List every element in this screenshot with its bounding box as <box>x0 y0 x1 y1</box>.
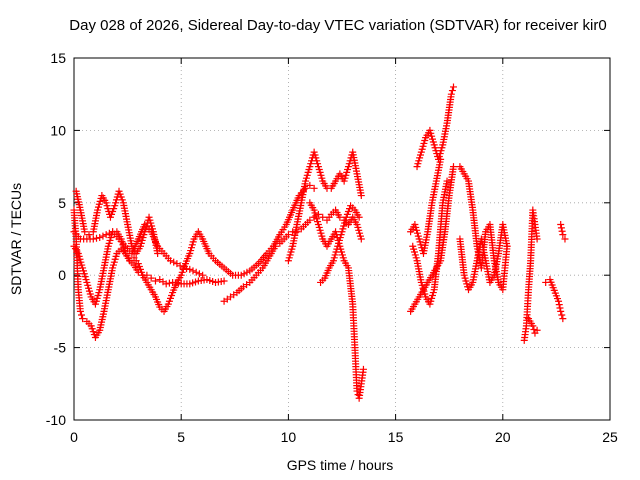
y-tick-label: -10 <box>46 412 66 428</box>
data-point-trace <box>170 258 178 266</box>
data-point <box>355 213 363 221</box>
data-point-trace <box>558 227 566 235</box>
data-point-trace <box>195 270 203 278</box>
data-point <box>126 257 134 265</box>
data-point <box>166 257 174 265</box>
data-point <box>89 235 97 243</box>
data-point <box>186 265 194 273</box>
data-point-trace <box>558 311 566 319</box>
y-tick-label: -5 <box>54 340 67 356</box>
data-point <box>306 181 314 189</box>
y-axis-label: SDTVAR / TECUs <box>8 183 24 295</box>
data-point <box>272 242 280 250</box>
data-points <box>70 83 569 402</box>
data-point <box>192 268 200 276</box>
x-axis-label: GPS time / hours <box>287 457 394 473</box>
chart-title: Day 028 of 2026, Sidereal Day-to-day VTE… <box>69 17 606 34</box>
data-point <box>162 280 170 288</box>
data-point <box>284 231 292 239</box>
data-point <box>147 274 155 282</box>
data-point-trace <box>93 234 101 242</box>
data-point <box>306 216 314 224</box>
data-point-trace <box>555 301 563 309</box>
data-point <box>557 307 565 315</box>
data-point <box>555 297 563 305</box>
y-tick-label: 10 <box>50 122 66 138</box>
data-point <box>559 231 567 239</box>
x-tick-label: 0 <box>70 429 78 445</box>
data-point-trace <box>183 265 191 273</box>
data-point <box>557 221 565 229</box>
x-tick-label: 10 <box>281 429 297 445</box>
data-point <box>533 235 541 243</box>
x-tick-label: 15 <box>388 429 404 445</box>
data-point <box>102 231 110 239</box>
gridlines <box>74 58 610 420</box>
data-point-trace <box>557 224 565 232</box>
data-point <box>529 322 537 330</box>
x-tick-label: 25 <box>602 429 618 445</box>
data-point <box>353 387 361 395</box>
data-point <box>443 177 451 185</box>
data-point <box>220 277 228 285</box>
data-point <box>199 271 207 279</box>
data-point <box>179 264 187 272</box>
data-point <box>154 249 162 257</box>
y-tick-label: 0 <box>58 267 66 283</box>
x-tick-label: 5 <box>177 429 185 445</box>
data-point-trace <box>448 87 456 95</box>
data-point <box>336 213 344 221</box>
data-point-trace <box>78 311 86 319</box>
data-point <box>357 192 365 200</box>
data-point <box>151 277 159 285</box>
data-point <box>449 163 457 171</box>
axes: 0 5 10 15 20 25 -10 -5 0 5 10 15 <box>46 50 618 445</box>
data-point <box>96 234 104 242</box>
data-point <box>359 365 367 373</box>
data-point <box>79 315 87 323</box>
data-point-trace <box>556 304 564 312</box>
data-point-trace <box>99 232 107 240</box>
data-point <box>559 315 567 323</box>
data-point <box>81 228 89 236</box>
data-point <box>357 235 365 243</box>
data-point-trace <box>105 229 113 237</box>
data-point <box>310 184 318 192</box>
x-tick-label: 20 <box>495 429 511 445</box>
data-point <box>449 83 457 91</box>
y-tick-label: 5 <box>58 195 66 211</box>
data-point <box>85 231 93 239</box>
data-point <box>561 235 569 243</box>
data-point <box>533 326 541 334</box>
data-point <box>76 307 84 315</box>
data-point-trace <box>530 326 538 333</box>
data-point-trace <box>189 267 197 275</box>
data-point <box>319 213 327 221</box>
y-tick-label: 15 <box>50 50 66 66</box>
data-point-trace <box>165 279 173 287</box>
data-point <box>503 242 511 250</box>
data-point <box>447 90 455 98</box>
